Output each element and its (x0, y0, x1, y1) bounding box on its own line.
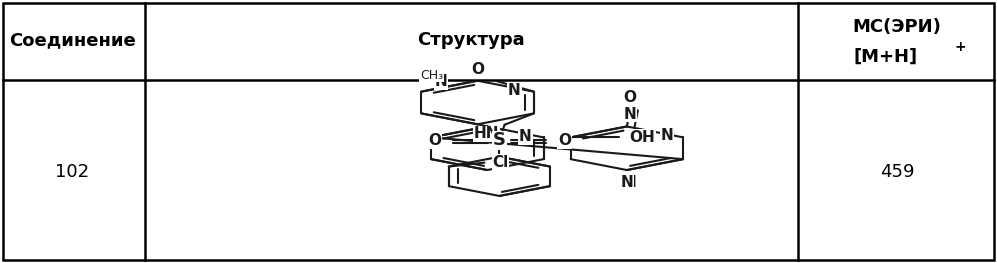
Text: O: O (471, 62, 484, 77)
Text: N: N (624, 175, 636, 190)
Text: N: N (508, 83, 520, 98)
Text: N: N (620, 175, 633, 190)
Text: МС(ЭРИ): МС(ЭРИ) (852, 18, 942, 36)
Text: S: S (493, 132, 505, 149)
Text: Соединение: Соединение (9, 31, 136, 49)
Text: O: O (557, 133, 571, 148)
Text: N: N (435, 74, 447, 89)
Text: 459: 459 (880, 163, 914, 181)
Text: HN: HN (474, 127, 499, 141)
Text: N: N (661, 128, 673, 143)
Text: CH₃: CH₃ (420, 69, 443, 82)
Text: +: + (954, 41, 966, 54)
Text: N: N (624, 107, 636, 122)
Text: 102: 102 (55, 163, 90, 181)
Text: Cl: Cl (493, 155, 508, 170)
Text: N: N (519, 129, 531, 144)
Text: O: O (428, 133, 441, 148)
Text: OH: OH (629, 130, 655, 145)
Text: Структура: Структура (418, 31, 524, 49)
Text: [M+H]: [M+H] (853, 48, 917, 66)
Text: O: O (623, 90, 637, 105)
